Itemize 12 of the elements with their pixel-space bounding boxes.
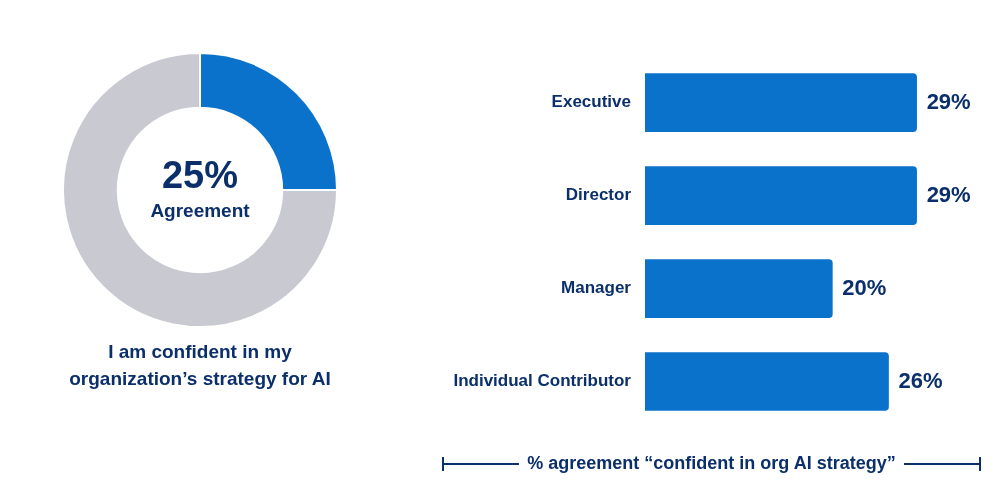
text: I am confident in my organization’s strategy for AI	[68, 340, 332, 391]
y-tick-label: Director	[565, 185, 632, 205]
data-label: 25%	[161, 154, 239, 197]
data-label: 20%	[842, 274, 887, 300]
text: Agreement	[150, 200, 251, 222]
data-label: 29%	[926, 181, 971, 207]
y-tick-label: Executive	[551, 92, 631, 112]
data-label: 26%	[898, 367, 943, 393]
y-tick-label: Manager	[561, 278, 632, 298]
x-axis-title: % agreement “confident in org AI strategy”	[527, 452, 896, 473]
y-tick-label: Individual Contributor	[453, 371, 632, 391]
data-label: 29%	[926, 88, 971, 114]
